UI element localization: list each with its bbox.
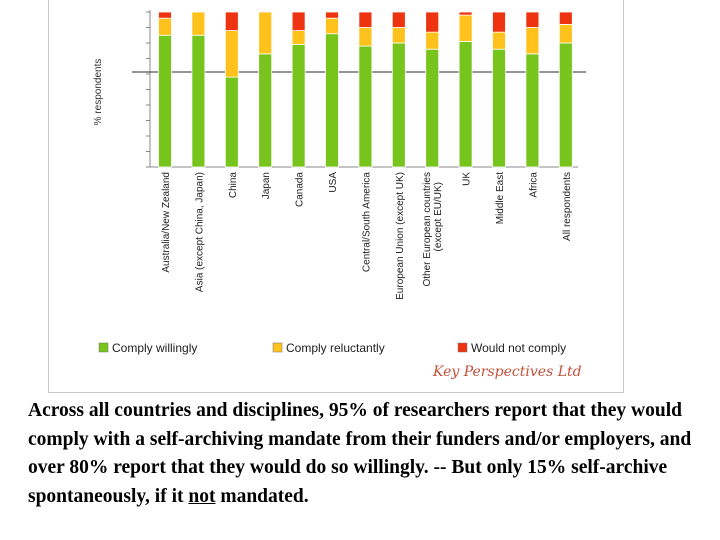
bar-segment xyxy=(358,27,373,47)
bar-segment xyxy=(458,14,473,42)
category-label: Canada xyxy=(295,172,306,207)
bar-segment xyxy=(258,53,273,168)
caption: Across all countries and disciplines, 95… xyxy=(28,397,708,511)
bar-segment xyxy=(492,31,506,50)
category-label: Japan xyxy=(261,172,272,199)
bar-segment xyxy=(458,11,473,16)
legend-swatch xyxy=(272,342,283,353)
bar-segment xyxy=(224,76,239,168)
bar-segment xyxy=(525,53,540,168)
caption-underlined-word: not xyxy=(188,485,216,507)
category-label: USA xyxy=(328,172,339,193)
legend-label: Would not comply xyxy=(471,341,566,355)
category-label: Africa xyxy=(528,172,539,198)
watermark-logo: Key Perspectives Ltd xyxy=(432,364,582,380)
bar-segment xyxy=(391,42,406,168)
category-label: All respondents xyxy=(562,172,573,241)
category-label: China xyxy=(228,172,239,199)
bar-segment xyxy=(391,11,406,28)
category-label: UK xyxy=(462,172,473,186)
bar-segment xyxy=(558,23,573,44)
bar-segment xyxy=(158,17,172,36)
bar-segment xyxy=(325,17,339,35)
bar-segment xyxy=(358,11,373,28)
bar-segment xyxy=(558,11,573,25)
bar-segment xyxy=(391,27,406,44)
y-axis-title: % respondents xyxy=(93,59,104,126)
caption-tail: mandated. xyxy=(215,485,309,507)
bar-segment xyxy=(224,11,239,32)
caption-text: Across all countries and disciplines, 95… xyxy=(28,400,692,507)
bar-segment xyxy=(258,11,273,55)
bar-segment xyxy=(158,34,172,168)
legend-swatch xyxy=(98,342,109,353)
bar-segment xyxy=(492,48,506,168)
bar-segment xyxy=(525,11,540,28)
bar-segment xyxy=(158,11,172,19)
bar-segment xyxy=(425,48,440,168)
bar-segment xyxy=(492,11,506,33)
bar-segment xyxy=(425,11,440,33)
bar-segment xyxy=(291,11,306,32)
category-label: Australia/New Zealand xyxy=(161,172,172,273)
bar-segment xyxy=(325,11,339,19)
legend-swatch xyxy=(457,342,468,353)
bar-segment xyxy=(425,31,440,50)
bar-segment xyxy=(191,11,206,36)
bar-segment xyxy=(224,30,239,78)
bar-segment xyxy=(458,41,473,168)
category-label: Central/South America xyxy=(361,172,372,272)
chart-frame: % respondents Australia/New Zealand Asia (… xyxy=(48,0,624,393)
bar-segment xyxy=(325,33,339,168)
stacked-bar-chart: % respondents Australia/New Zealand Asia (… xyxy=(93,10,586,380)
bar-segment xyxy=(358,45,373,168)
bar-segment xyxy=(558,42,573,168)
category-label: Middle East xyxy=(495,172,506,224)
bar-segment xyxy=(191,34,206,168)
legend-label: Comply willingly xyxy=(112,341,197,355)
category-label: European Union (except UK) xyxy=(395,172,406,300)
bar-segment xyxy=(291,44,306,168)
bar-segment xyxy=(291,30,306,45)
legend-label: Comply reluctantly xyxy=(286,341,385,355)
bar-segment xyxy=(525,27,540,55)
category-label: Asia (except China, Japan) xyxy=(194,172,205,292)
category-label: Other European countries(except EU/UK) xyxy=(422,172,444,287)
